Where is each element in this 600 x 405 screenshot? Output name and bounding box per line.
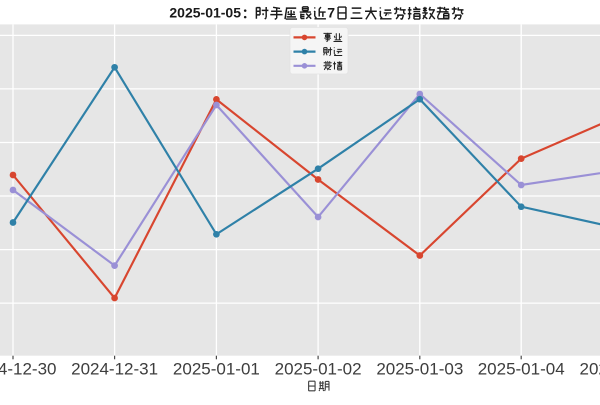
svg-text:2024-12-31: 2024-12-31 [71, 360, 158, 379]
svg-text:2025-01-04: 2025-01-04 [478, 360, 565, 379]
svg-text:2025-01-03: 2025-01-03 [376, 360, 463, 379]
svg-text:2025-01-01: 2025-01-01 [173, 360, 260, 379]
svg-text:2025-01-05: 2025-01-05 [580, 360, 600, 379]
svg-text:2025-01-05: 2025-01-05 [169, 4, 241, 20]
svg-text:2025-01-02: 2025-01-02 [275, 360, 362, 379]
svg-text:7: 7 [327, 4, 335, 20]
svg-text:2024-12-30: 2024-12-30 [0, 360, 56, 379]
